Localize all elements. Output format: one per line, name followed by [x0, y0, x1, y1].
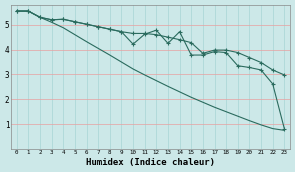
X-axis label: Humidex (Indice chaleur): Humidex (Indice chaleur)	[86, 158, 215, 167]
